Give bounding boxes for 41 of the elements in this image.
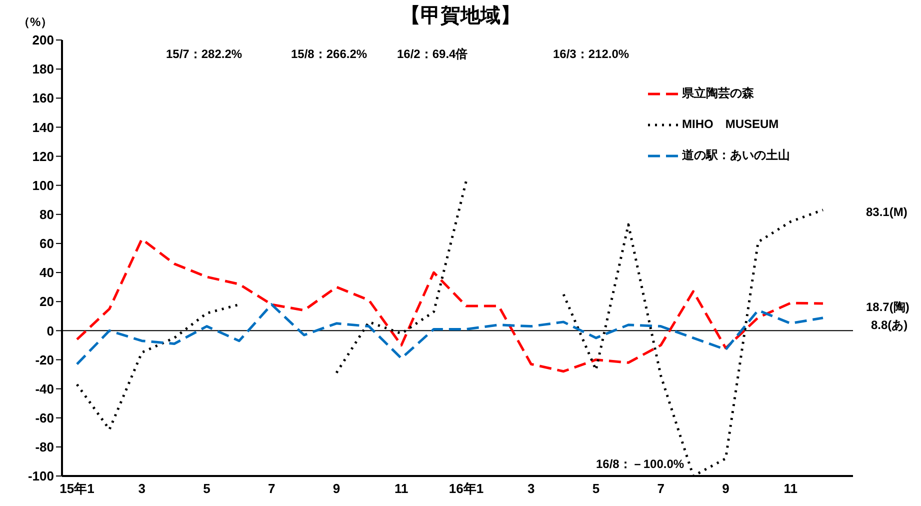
y-tick-label: 20 [40,294,54,310]
x-tick-label: 5 [203,481,210,496]
y-tick-label: 80 [40,207,54,222]
text: 18.7(陶) [866,299,910,316]
annotation: 16/3：212.0% [553,46,630,63]
legend-label: 県立陶芸の森 [682,85,754,102]
x-tick-label: 16年1 [448,481,484,496]
y-tick-label: 60 [40,236,54,252]
x-tick-label: 9 [722,481,730,496]
y-tick-label: 0 [46,323,54,338]
y-tick-label: -20 [35,352,54,368]
x-tick-label: 3 [138,481,146,496]
x-tick-label: 11 [784,481,798,496]
x-tick-label: 9 [332,481,340,496]
annotation: 16/8：－100.0% [596,456,684,473]
y-tick-label: -80 [35,440,54,455]
text: 83.1(M) [866,205,908,219]
x-tick-label: 3 [527,481,535,496]
legend-label: MIHO MUSEUM [682,116,779,133]
y-tick-label: 180 [32,62,54,77]
annotation: 16/2：69.4倍 [397,46,468,63]
y-tick-label: 200 [32,32,54,48]
y-tick-label: -60 [35,410,54,426]
x-tick-label: 11 [394,481,408,496]
legend-label: 道の駅：あいの土山 [682,147,790,164]
y-tick-label: -40 [35,381,54,396]
y-tick-label: 160 [32,90,54,106]
y-tick-label: 140 [32,120,54,135]
annotation: 15/7：282.2% [166,46,242,63]
x-tick-label: 5 [592,481,600,496]
y-tick-label: 120 [32,148,54,164]
x-tick-label: 7 [657,481,664,496]
text: （%） [18,14,53,31]
chart-title: 【甲賀地域】 [400,5,520,27]
annotation: 15/8：266.2% [291,46,368,63]
x-tick-label: 15年1 [60,481,94,496]
y-tick-label: -100 [28,468,54,484]
text: 8.8(あ) [871,317,908,334]
x-tick-label: 7 [268,481,276,496]
y-tick-label: 40 [40,265,54,280]
y-tick-label: 100 [32,178,54,193]
